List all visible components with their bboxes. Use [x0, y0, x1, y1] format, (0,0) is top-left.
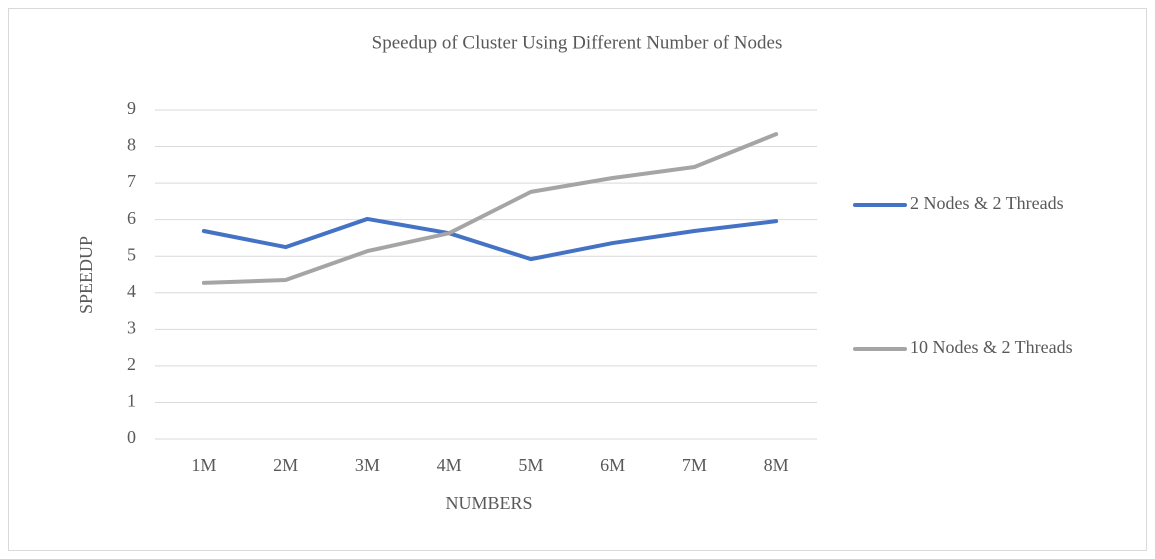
- x-axis-label: NUMBERS: [445, 493, 532, 513]
- y-tick-label: 7: [127, 171, 136, 191]
- x-tick-label: 2M: [273, 455, 298, 475]
- chart-border: [8, 8, 1147, 551]
- x-tick-label: 4M: [437, 455, 462, 475]
- x-tick-label: 5M: [518, 455, 543, 475]
- x-tick-label: 1M: [191, 455, 216, 475]
- legend-label: 10 Nodes & 2 Threads: [910, 337, 1073, 357]
- y-tick-label: 6: [127, 208, 136, 228]
- y-axis-label: SPEEDUP: [76, 236, 96, 314]
- y-tick-label: 5: [127, 244, 136, 264]
- x-tick-label: 8M: [764, 455, 789, 475]
- series-line: [201, 216, 779, 262]
- y-tick-label: 9: [127, 98, 136, 118]
- x-tick-label: 7M: [682, 455, 707, 475]
- y-tick-label: 4: [127, 281, 136, 301]
- x-tick-label: 6M: [600, 455, 625, 475]
- series-line: [201, 132, 779, 285]
- x-tick-label: 3M: [355, 455, 380, 475]
- chart-title: Speedup of Cluster Using Different Numbe…: [372, 32, 783, 53]
- y-tick-label: 8: [127, 135, 136, 155]
- y-tick-label: 2: [127, 354, 136, 374]
- y-tick-label: 3: [127, 317, 136, 337]
- y-tick-label: 1: [127, 391, 136, 411]
- y-tick-label: 0: [127, 427, 136, 447]
- legend-label: 2 Nodes & 2 Threads: [910, 193, 1064, 213]
